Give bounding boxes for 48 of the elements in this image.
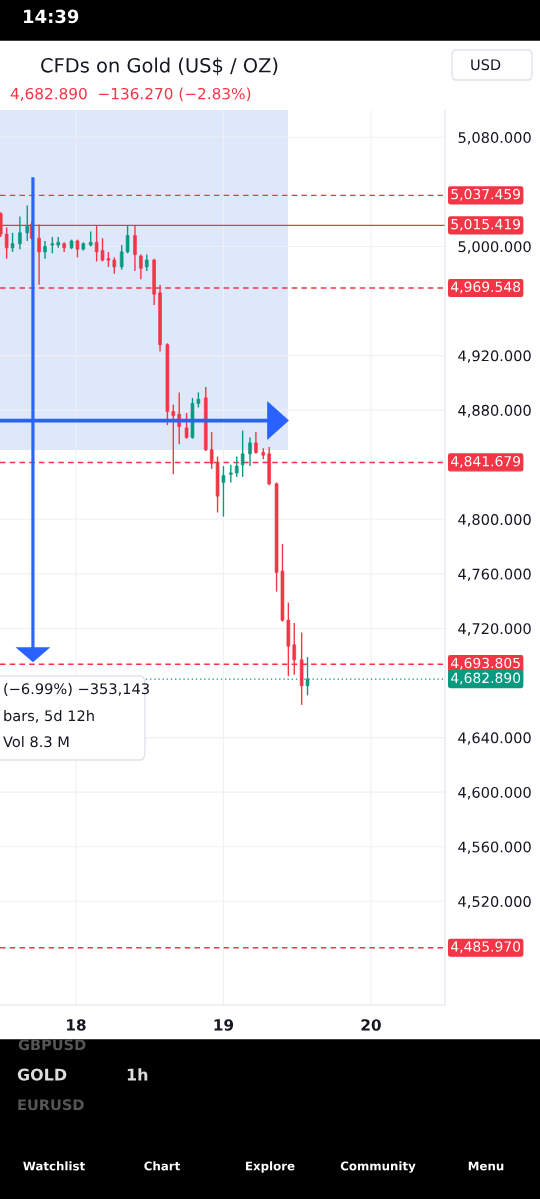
y-tick-label: 5,000.000 — [458, 241, 531, 254]
candlestick — [139, 253, 143, 280]
annotation: Vol 8.3 M — [3, 735, 69, 748]
y-tick-label: 4,520.000 — [458, 896, 531, 909]
ref-line-label: 4,485.970 — [451, 941, 521, 954]
text: Menu — [468, 1161, 504, 1171]
annotation: bars, 5d 12h — [4, 709, 94, 723]
chart-subtitle: 4,682.890 −136.270 (−2.83%) — [10, 87, 251, 102]
y-tick-label: 4,560.000 — [458, 841, 531, 854]
text: GBPUSD — [18, 1039, 86, 1051]
annotation: (−6.99%) −353,143 — [4, 682, 149, 696]
ref-line-label: 5,037.459 — [451, 188, 521, 201]
text: Chart — [144, 1161, 180, 1171]
text: USD — [471, 59, 501, 71]
candlestick — [25, 204, 30, 242]
y-tick-label: 5,080.000 — [458, 132, 531, 145]
candlestick — [234, 455, 239, 478]
chart-title: CFDs on Gold (US$ / OZ) — [41, 57, 278, 76]
candlestick — [248, 436, 252, 467]
x-tick-label: 18 — [67, 1019, 86, 1031]
text: 1h — [127, 1068, 148, 1081]
y-tick-label: 4,880.000 — [458, 404, 531, 418]
text: Watchlist — [23, 1161, 85, 1171]
candlestick — [221, 465, 226, 518]
candlestick — [229, 464, 233, 484]
text: Community — [340, 1161, 416, 1173]
candlestick — [184, 412, 189, 440]
y-tick-label: 4,720.000 — [458, 623, 531, 636]
ref-line-label: 4,682.890 — [451, 672, 521, 685]
ref-line-label: 5,015.419 — [451, 218, 521, 231]
ref-line-label: 4,693.805 — [451, 657, 520, 670]
text: Explore — [246, 1161, 295, 1173]
y-tick-label: 4,760.000 — [458, 568, 531, 582]
y-tick-label: 4,640.000 — [458, 732, 531, 745]
text: EURUSD — [18, 1099, 84, 1111]
y-tick-label: 4,800.000 — [458, 514, 531, 527]
text: GOLD — [17, 1068, 67, 1081]
x-tick-label: 19 — [214, 1019, 234, 1031]
y-tick-label: 4,600.000 — [458, 786, 531, 800]
x-tick-label: 20 — [361, 1019, 381, 1031]
candlestick — [240, 429, 245, 478]
candlestick — [254, 431, 258, 455]
ref-line-label: 4,969.548 — [451, 281, 521, 294]
y-tick-label: 4,920.000 — [458, 350, 531, 363]
candlestick — [18, 215, 22, 250]
text: 14:39 — [24, 9, 79, 24]
candlestick — [10, 232, 15, 253]
ref-line-label: 4,841.679 — [451, 455, 521, 468]
